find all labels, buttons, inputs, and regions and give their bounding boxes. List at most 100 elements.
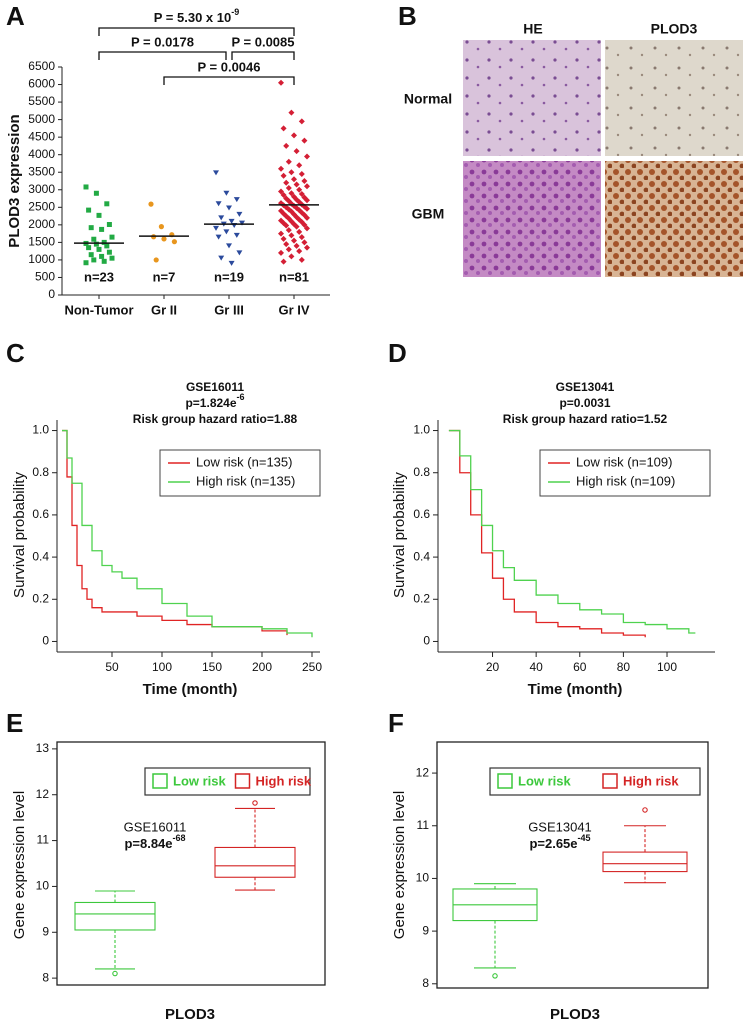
data-point bbox=[304, 197, 310, 204]
y-axis-label: Gene expression level bbox=[11, 791, 28, 939]
y-tick-label: 1500 bbox=[28, 235, 55, 249]
panel-letter: B bbox=[398, 1, 417, 31]
data-point bbox=[283, 142, 290, 149]
data-point bbox=[291, 237, 297, 244]
x-tick-label: 100 bbox=[152, 660, 172, 674]
data-point bbox=[106, 221, 112, 227]
data-point bbox=[296, 248, 303, 255]
data-point bbox=[148, 201, 154, 207]
p-value-label: p=2.65e-45 bbox=[529, 833, 590, 851]
data-point bbox=[298, 190, 305, 197]
data-point bbox=[104, 201, 110, 207]
outlier bbox=[252, 800, 258, 806]
y-tick-label: 0 bbox=[423, 634, 430, 648]
x-tick-label: 50 bbox=[105, 660, 119, 674]
p-value-label: P = 0.0046 bbox=[197, 59, 260, 74]
hazard-label: Risk group hazard ratio=1.52 bbox=[503, 412, 668, 426]
data-point bbox=[213, 170, 219, 176]
survival-curve bbox=[448, 429, 696, 634]
data-point bbox=[285, 185, 292, 192]
data-point bbox=[161, 236, 167, 242]
n-label: n=7 bbox=[153, 269, 176, 284]
data-point bbox=[93, 190, 99, 196]
data-point bbox=[171, 239, 177, 245]
y-tick-label: 10 bbox=[416, 871, 430, 885]
data-point bbox=[293, 242, 300, 249]
data-point bbox=[99, 226, 105, 232]
data-point bbox=[304, 153, 310, 160]
significance-bracket bbox=[163, 76, 295, 85]
significance-bracket bbox=[98, 27, 295, 36]
plot-frame bbox=[56, 741, 326, 986]
legend-label: Low risk (n=109) bbox=[576, 454, 672, 469]
x-tick-label: 60 bbox=[573, 660, 587, 674]
panel-letter: D bbox=[388, 338, 407, 368]
y-tick-label: 5500 bbox=[28, 94, 55, 108]
data-point bbox=[285, 227, 292, 234]
x-axis-label: Time (month) bbox=[143, 681, 238, 698]
data-point bbox=[83, 184, 89, 190]
y-tick-label: 9 bbox=[422, 923, 429, 937]
panel-b: B HE PLOD3 Normal GBM bbox=[398, 1, 743, 277]
data-point bbox=[304, 183, 310, 190]
data-point bbox=[226, 205, 232, 211]
box bbox=[602, 851, 688, 873]
x-tick-label: 20 bbox=[486, 660, 500, 674]
legend-label: Low risk (n=135) bbox=[196, 454, 292, 469]
outlier bbox=[492, 973, 498, 979]
data-point bbox=[153, 257, 159, 263]
legend-label: Low risk bbox=[518, 773, 572, 788]
data-point bbox=[223, 229, 230, 235]
data-point bbox=[298, 118, 305, 125]
data-point bbox=[288, 253, 295, 260]
data-point bbox=[280, 172, 287, 179]
data-point bbox=[109, 255, 115, 261]
data-point bbox=[91, 257, 97, 263]
significance-bracket bbox=[98, 51, 227, 60]
data-point bbox=[99, 253, 105, 259]
legend-swatch bbox=[152, 773, 168, 789]
legend-box bbox=[144, 767, 311, 796]
data-point bbox=[96, 246, 102, 252]
y-tick-label: 13 bbox=[36, 741, 50, 755]
y-tick-label: 10 bbox=[36, 879, 50, 893]
data-point bbox=[283, 241, 290, 248]
y-tick-label: 8 bbox=[422, 976, 429, 990]
data-point bbox=[296, 186, 303, 193]
y-tick-label: 0.4 bbox=[32, 549, 49, 563]
data-point bbox=[301, 239, 308, 246]
y-tick-label: 1.0 bbox=[32, 423, 49, 437]
data-point bbox=[288, 109, 295, 116]
data-point bbox=[291, 132, 297, 139]
data-point bbox=[304, 205, 310, 212]
data-point bbox=[304, 214, 310, 221]
y-axis-label: Survival probability bbox=[11, 472, 28, 598]
n-label: n=81 bbox=[279, 269, 309, 284]
data-point bbox=[88, 252, 94, 258]
outlier bbox=[642, 807, 648, 813]
y-tick-label: 3500 bbox=[28, 164, 55, 178]
x-tick-label: 150 bbox=[202, 660, 222, 674]
data-point bbox=[101, 258, 107, 264]
y-tick-label: 12 bbox=[36, 787, 50, 801]
p-value-label-base: p=1.824e bbox=[185, 396, 236, 410]
y-tick-label: 0 bbox=[42, 634, 49, 648]
y-tick-label: 6000 bbox=[28, 77, 55, 91]
dataset-label: GSE13041 bbox=[556, 380, 615, 394]
data-point bbox=[296, 162, 303, 169]
legend-label: High risk bbox=[256, 773, 312, 788]
y-tick-label: 3000 bbox=[28, 182, 55, 196]
data-point bbox=[226, 243, 232, 249]
data-point bbox=[158, 223, 164, 230]
dataset-label: GSE16011 bbox=[124, 819, 187, 834]
hazard-label: Risk group hazard ratio=1.88 bbox=[133, 412, 298, 426]
data-point bbox=[288, 169, 295, 176]
y-tick-label: 0.4 bbox=[413, 549, 430, 563]
y-axis-label: Gene expression level bbox=[391, 791, 408, 939]
y-tick-label: 6500 bbox=[28, 59, 55, 73]
x-axis-label: PLOD3 bbox=[550, 1006, 600, 1023]
data-point bbox=[298, 234, 305, 241]
histology-image bbox=[463, 40, 601, 156]
column-label: HE bbox=[523, 21, 542, 37]
